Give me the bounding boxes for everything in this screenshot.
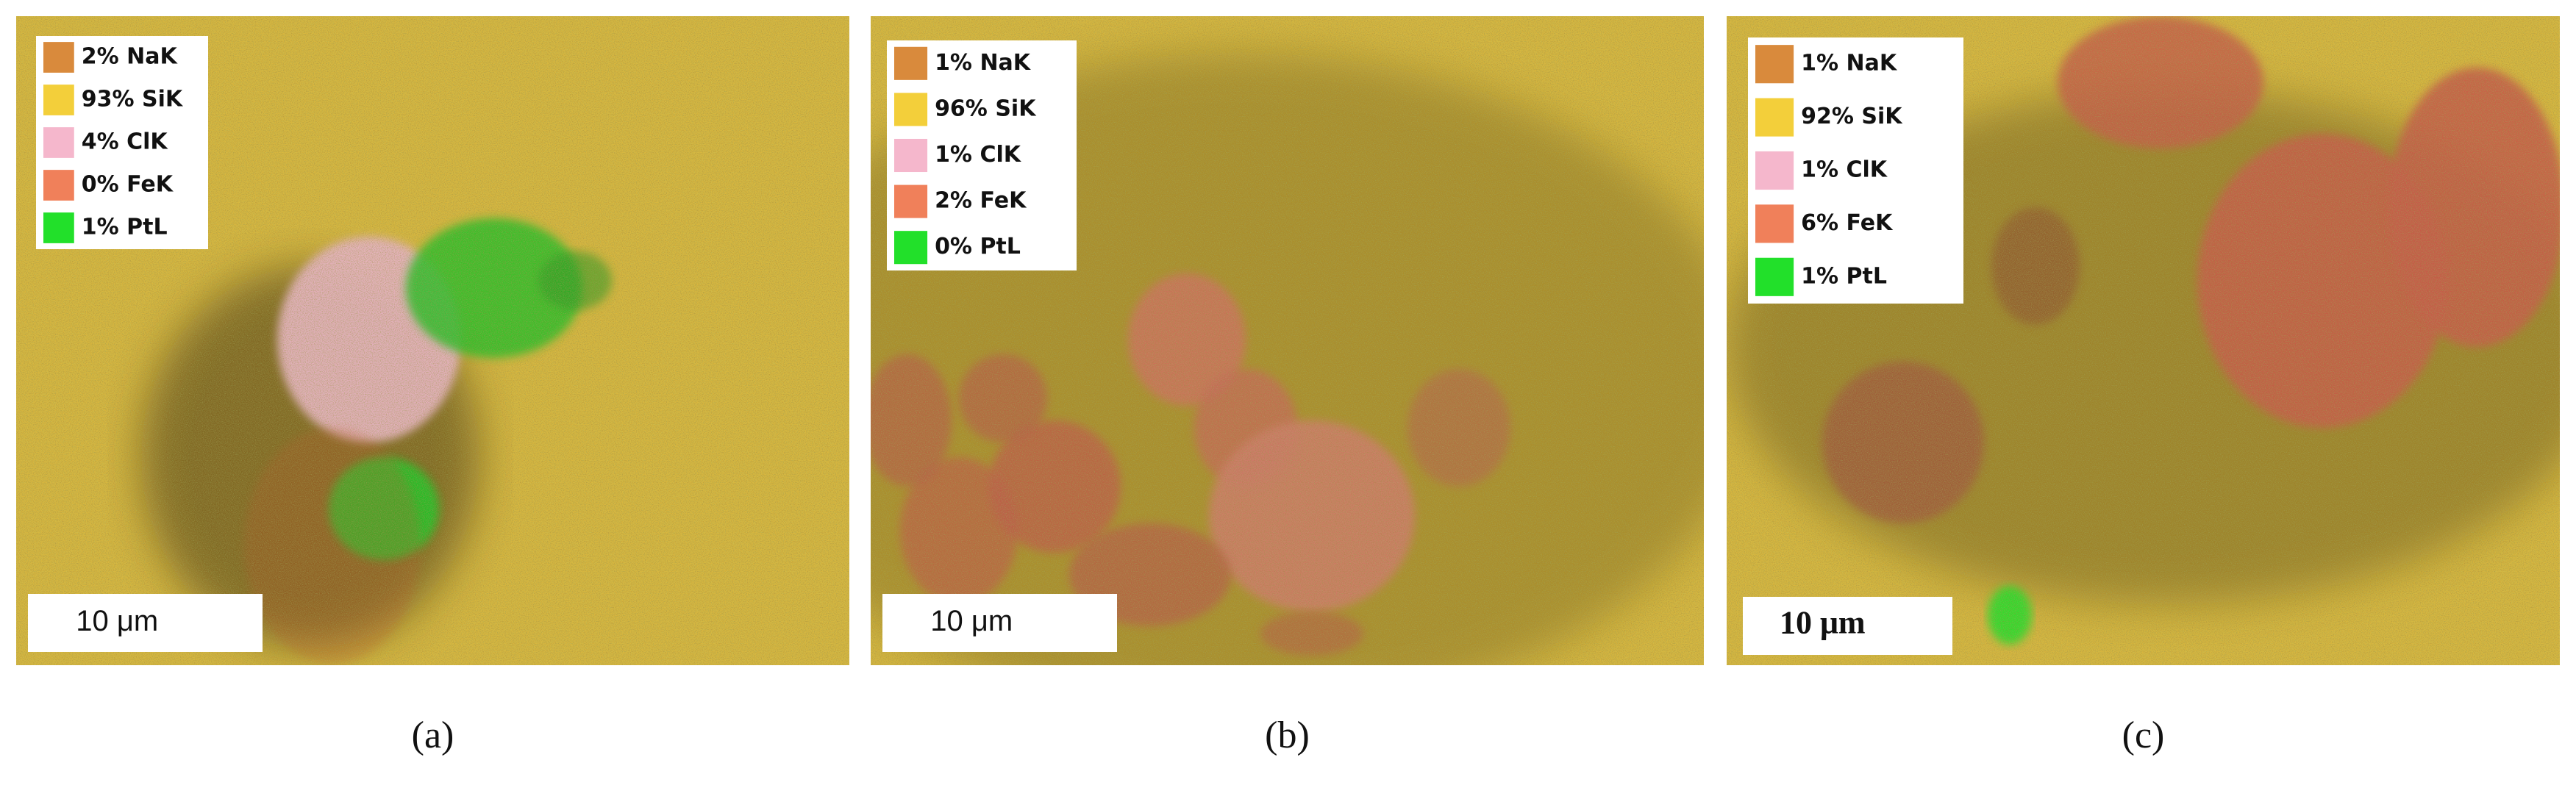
legend-swatch — [1755, 151, 1794, 190]
panel: 1% NaK 96% SiK 1% ClK 2% FeK 0% PtL 10 μm — [871, 16, 1704, 665]
panel: 2% NaK 93% SiK 4% ClK 0% FeK 1% PtL 10 μm — [16, 16, 849, 665]
legend-entry: 93% SiK — [82, 87, 184, 112]
legend-entry: 96% SiK — [935, 96, 1037, 121]
scale-bar-box — [882, 594, 1117, 652]
legend-entry: 1% PtL — [1801, 263, 1887, 289]
legend-swatch — [1755, 257, 1794, 296]
legend-entry: 1% ClK — [935, 142, 1022, 168]
eds-map — [871, 16, 1704, 665]
legend-swatch — [894, 184, 928, 218]
legend-entry: 92% SiK — [1801, 104, 1903, 129]
legend-swatch — [1755, 98, 1794, 137]
legend-swatch — [1755, 45, 1794, 84]
legend-entry: 2% NaK — [82, 44, 179, 70]
panel-label: (a) — [412, 714, 454, 756]
scale-bar-box — [28, 594, 263, 652]
legend-entry: 6% FeK — [1801, 210, 1894, 236]
legend-swatch — [894, 138, 928, 173]
legend-swatch — [894, 231, 928, 265]
legend-entry: 2% FeK — [935, 188, 1027, 214]
legend-swatch — [43, 85, 74, 115]
legend-entry: 1% NaK — [935, 50, 1032, 76]
legend-entry: 0% FeK — [82, 172, 174, 198]
legend-swatch — [43, 127, 74, 158]
scale-bar-label: 10 μm — [930, 605, 1013, 637]
scale-bar-label: 10 μm — [76, 605, 158, 637]
scale-bar-box — [1743, 597, 1952, 655]
legend-swatch — [894, 93, 928, 126]
legend-swatch — [43, 170, 74, 201]
eds-map — [1727, 16, 2560, 665]
legend-swatch — [1755, 204, 1794, 243]
legend-entry: 1% PtL — [82, 215, 168, 240]
legend-entry: 0% PtL — [935, 234, 1021, 259]
panel-label: (b) — [1265, 714, 1310, 756]
legend-entry: 4% ClK — [82, 129, 169, 155]
legend-swatch — [43, 212, 74, 243]
scale-bar-label: 10 μm — [1780, 605, 1866, 641]
panel-label: (c) — [2122, 714, 2165, 756]
legend-entry: 1% NaK — [1801, 51, 1898, 76]
legend-entry: 1% ClK — [1801, 157, 1888, 183]
legend-swatch — [43, 42, 74, 73]
legend-swatch — [894, 46, 928, 80]
panel: 1% NaK 92% SiK 1% ClK 6% FeK 1% PtL 10 μm — [1727, 16, 2560, 665]
